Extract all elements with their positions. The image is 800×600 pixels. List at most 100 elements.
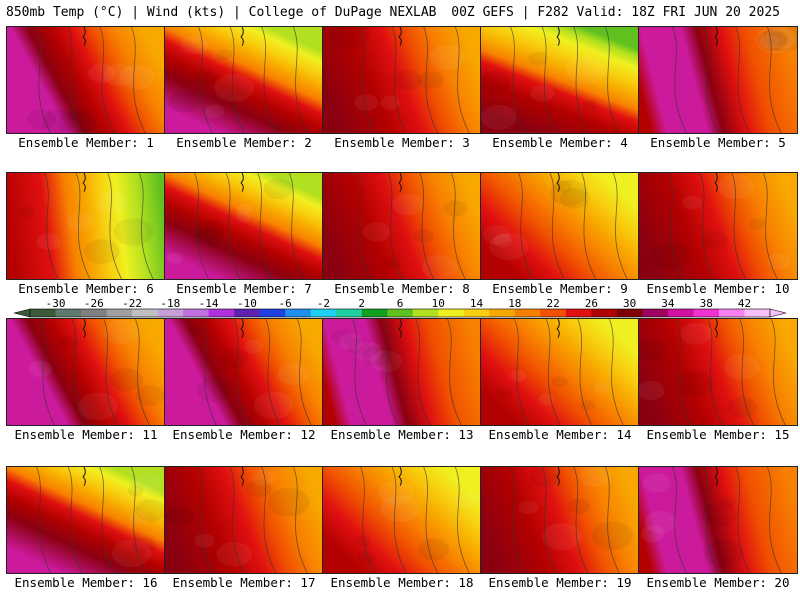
colorbar-swatch	[208, 309, 235, 317]
colorbar-swatch	[514, 309, 541, 317]
ensemble-member-panel: Ensemble Member: 6	[6, 172, 166, 297]
temperature-map	[164, 318, 324, 426]
colorbar-tick-label: 22	[546, 298, 559, 310]
colorbar-tick-label: 2	[358, 298, 365, 310]
colorbar-tick-label: -2	[317, 298, 330, 310]
ensemble-member-label: Ensemble Member: 4	[492, 135, 628, 150]
colorbar-tick-label: -10	[237, 298, 257, 310]
colorbar-tick-label: 42	[738, 298, 751, 310]
colorbar-swatch	[106, 309, 133, 317]
ensemble-member-panel: Ensemble Member: 14	[480, 318, 640, 443]
colorbar-swatch	[132, 309, 159, 317]
ensemble-member-label: Ensemble Member: 18	[330, 575, 474, 590]
ensemble-member-label: Ensemble Member: 9	[492, 281, 628, 296]
ensemble-member-label: Ensemble Member: 10	[646, 281, 790, 296]
ensemble-member-label: Ensemble Member: 20	[646, 575, 790, 590]
ensemble-member-label: Ensemble Member: 5	[650, 135, 786, 150]
temperature-map	[6, 26, 166, 134]
model-run-info: 00Z GEFS | F282 Valid: 18Z FRI JUN 20 20…	[451, 5, 780, 20]
colorbar-tick-label: -30	[46, 298, 66, 310]
colorbar-swatch	[387, 309, 414, 317]
ensemble-member-panel: Ensemble Member: 10	[638, 172, 798, 297]
temperature-map	[164, 172, 324, 280]
ensemble-member-panel: Ensemble Member: 11	[6, 318, 166, 443]
colorbar-swatch	[81, 309, 108, 317]
temperature-map	[480, 26, 640, 134]
ensemble-member-panel: Ensemble Member: 19	[480, 466, 640, 591]
colorbar-swatch	[718, 309, 745, 317]
colorbar-tick-label: 30	[623, 298, 636, 310]
colorbar-swatch	[616, 309, 643, 317]
ensemble-member-label: Ensemble Member: 3	[334, 135, 470, 150]
ensemble-member-label: Ensemble Member: 14	[488, 427, 632, 442]
temperature-colorbar: -30 -26 -22 -18 -14 -10 -6 -2 2 6 10 14 18 22 26 30 34 38…	[0, 298, 800, 318]
ensemble-member-panel: Ensemble Member: 7	[164, 172, 324, 297]
colorbar-tick-label: -26	[84, 298, 104, 310]
temperature-map	[638, 318, 798, 426]
colorbar-swatch	[30, 309, 57, 317]
colorbar-swatch	[438, 309, 465, 317]
colorbar-tick-label: 18	[508, 298, 521, 310]
temperature-map	[638, 26, 798, 134]
colorbar-tick-label: -18	[160, 298, 180, 310]
ensemble-member-label: Ensemble Member: 1	[18, 135, 154, 150]
ensemble-member-label: Ensemble Member: 6	[18, 281, 154, 296]
ensemble-member-label: Ensemble Member: 16	[14, 575, 158, 590]
colorbar-tick-label: -14	[199, 298, 219, 310]
ensemble-member-panel: Ensemble Member: 4	[480, 26, 640, 151]
colorbar-swatch	[157, 309, 184, 317]
colorbar-tick-label: 6	[397, 298, 404, 310]
temperature-map	[322, 172, 482, 280]
temperature-map	[480, 466, 640, 574]
ensemble-member-label: Ensemble Member: 7	[176, 281, 312, 296]
ensemble-member-panel: Ensemble Member: 5	[638, 26, 798, 151]
ensemble-member-label: Ensemble Member: 8	[334, 281, 470, 296]
colorbar-swatch	[55, 309, 82, 317]
ensemble-member-panel: Ensemble Member: 17	[164, 466, 324, 591]
ensemble-member-label: Ensemble Member: 11	[14, 427, 158, 442]
colorbar-swatch	[310, 309, 337, 317]
colorbar-swatch	[667, 309, 694, 317]
ensemble-member-panel: Ensemble Member: 3	[322, 26, 482, 151]
temperature-map	[164, 466, 324, 574]
colorbar-swatch	[412, 309, 439, 317]
chart-title: 850mb Temp (°C) | Wind (kts) | College o…	[6, 5, 437, 20]
temperature-map	[6, 466, 166, 574]
colorbar-swatch	[336, 309, 363, 317]
ensemble-member-label: Ensemble Member: 19	[488, 575, 632, 590]
ensemble-member-label: Ensemble Member: 13	[330, 427, 474, 442]
colorbar-left-arrow	[13, 308, 31, 318]
ensemble-member-panel: Ensemble Member: 16	[6, 466, 166, 591]
temperature-map	[164, 26, 324, 134]
ensemble-member-panel: Ensemble Member: 13	[322, 318, 482, 443]
colorbar-swatch	[285, 309, 312, 317]
ensemble-member-panel: Ensemble Member: 20	[638, 466, 798, 591]
colorbar-tick-label: 14	[470, 298, 484, 310]
colorbar-swatch	[540, 309, 567, 317]
colorbar-swatch	[744, 309, 771, 317]
colorbar-swatch	[489, 309, 516, 317]
ensemble-member-panel: Ensemble Member: 9	[480, 172, 640, 297]
temperature-map	[638, 172, 798, 280]
colorbar-swatch	[361, 309, 388, 317]
temperature-map	[6, 172, 166, 280]
temperature-map	[6, 318, 166, 426]
colorbar-swatch	[565, 309, 592, 317]
temperature-map	[480, 172, 640, 280]
ensemble-member-label: Ensemble Member: 15	[646, 427, 790, 442]
ensemble-member-panel: Ensemble Member: 8	[322, 172, 482, 297]
colorbar-tick-label: 26	[585, 298, 598, 310]
colorbar-tick-label: 38	[700, 298, 713, 310]
colorbar-swatch	[693, 309, 720, 317]
colorbar-swatch	[234, 309, 261, 317]
colorbar-tick-label: -6	[279, 298, 292, 310]
colorbar-tick-label: -22	[122, 298, 142, 310]
colorbar-graphic: -30 -26 -22 -18 -14 -10 -6 -2 2 6 10 14 18 22 26 30 34 38…	[13, 298, 787, 318]
temperature-map	[322, 318, 482, 426]
colorbar-swatch	[183, 309, 210, 317]
ensemble-member-panel: Ensemble Member: 15	[638, 318, 798, 443]
temperature-map	[322, 26, 482, 134]
colorbar-swatch	[642, 309, 669, 317]
temperature-map	[638, 466, 798, 574]
ensemble-member-panel: Ensemble Member: 1	[6, 26, 166, 151]
